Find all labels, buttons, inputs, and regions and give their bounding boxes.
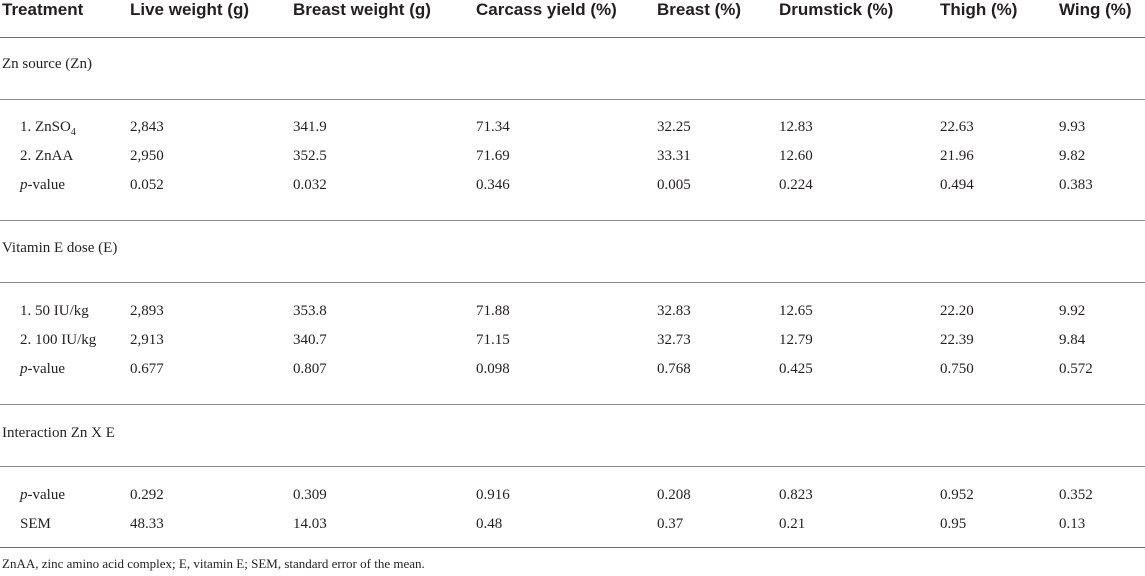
section-title-zn-source: Zn source (Zn) [2,56,92,72]
cell-drumstick: 0.823 [779,487,813,503]
cell-breast-weight: 353.8 [293,303,327,319]
cell-live-weight: 48.33 [130,516,164,532]
table-row: SEM 48.33 14.03 0.48 0.37 0.21 0.95 0.13 [0,515,1145,535]
cell-breast-pct: 0.005 [657,177,691,193]
row-label: SEM [20,516,51,532]
cell-breast-weight: 0.807 [293,361,327,377]
header-breast-pct: Breast (%) [657,0,742,19]
cell-breast-weight: 352.5 [293,148,327,164]
cell-thigh: 0.952 [940,487,974,503]
cell-thigh: 0.494 [940,177,974,193]
cell-drumstick: 12.83 [779,119,813,135]
cell-live-weight: 2,950 [130,148,164,164]
cell-thigh: 0.750 [940,361,974,377]
table-row: p-value 0.677 0.807 0.098 0.768 0.425 0.… [0,360,1145,380]
section-title-vitamin-e: Vitamin E dose (E) [2,240,118,256]
section-rule-interaction [0,466,1145,467]
cell-breast-weight: 14.03 [293,516,327,532]
cell-breast-weight: 340.7 [293,332,327,348]
section-title-interaction: Interaction Zn X E [2,425,115,441]
cell-carcass-yield: 71.34 [476,119,510,135]
cell-breast-pct: 32.25 [657,119,691,135]
cell-drumstick: 0.224 [779,177,813,193]
cell-live-weight: 0.292 [130,487,164,503]
header-breast-weight: Breast weight (g) [293,0,431,19]
cell-wing: 0.13 [1059,516,1086,532]
header-carcass-yield: Carcass yield (%) [476,0,617,19]
cell-drumstick: 12.65 [779,303,813,319]
table-row: 1. ZnSO4 2,843 341.9 71.34 32.25 12.83 2… [0,118,1145,138]
cell-breast-pct: 32.73 [657,332,691,348]
cell-thigh: 22.20 [940,303,974,319]
cell-drumstick: 12.79 [779,332,813,348]
cell-breast-weight: 0.032 [293,177,327,193]
cell-drumstick: 0.21 [779,516,806,532]
cell-wing: 9.92 [1059,303,1086,319]
cell-breast-weight: 341.9 [293,119,327,135]
row-label: p-value [20,177,65,193]
cell-breast-pct: 0.208 [657,487,691,503]
header-treatment: Treatment [2,0,84,19]
cell-live-weight: 0.677 [130,361,164,377]
header-live-weight: Live weight (g) [130,0,249,19]
cell-carcass-yield: 0.48 [476,516,503,532]
cell-carcass-yield: 71.88 [476,303,510,319]
cell-wing: 9.93 [1059,119,1086,135]
section-rule-end-zn [0,220,1145,221]
cell-wing: 9.84 [1059,332,1086,348]
cell-carcass-yield: 0.916 [476,487,510,503]
row-label: p-value [20,487,65,503]
row-label: 2. ZnAA [20,148,74,164]
header-drumstick: Drumstick (%) [779,0,894,19]
cell-thigh: 22.39 [940,332,974,348]
header-rule [0,37,1145,38]
table-row: p-value 0.292 0.309 0.916 0.208 0.823 0.… [0,486,1145,506]
cell-thigh: 21.96 [940,148,974,164]
cell-live-weight: 2,893 [130,303,164,319]
table-row: 2. 100 IU/kg 2,913 340.7 71.15 32.73 12.… [0,331,1145,351]
cell-breast-pct: 0.768 [657,361,691,377]
header-thigh: Thigh (%) [940,0,1018,19]
table-header: Treatment Live weight (g) Breast weight … [0,0,1145,36]
cell-thigh: 0.95 [940,516,967,532]
cell-drumstick: 12.60 [779,148,813,164]
cell-live-weight: 2,913 [130,332,164,348]
cell-wing: 9.82 [1059,148,1086,164]
row-label: 1. ZnSO4 [20,119,76,138]
cell-breast-weight: 0.309 [293,487,327,503]
header-wing: Wing (%) [1059,0,1132,19]
cell-breast-pct: 33.31 [657,148,691,164]
cell-carcass-yield: 71.69 [476,148,510,164]
cell-drumstick: 0.425 [779,361,813,377]
table-row: p-value 0.052 0.032 0.346 0.005 0.224 0.… [0,176,1145,196]
table-row: 2. ZnAA 2,950 352.5 71.69 33.31 12.60 21… [0,147,1145,167]
section-rule-end-vitamin-e [0,404,1145,405]
row-label: 2. 100 IU/kg [20,332,97,348]
cell-live-weight: 0.052 [130,177,164,193]
row-label: p-value [20,361,65,377]
table-row: 1. 50 IU/kg 2,893 353.8 71.88 32.83 12.6… [0,302,1145,322]
cell-carcass-yield: 0.346 [476,177,510,193]
cell-wing: 0.352 [1059,487,1093,503]
table-footnote: ZnAA, zinc amino acid complex; E, vitami… [2,556,425,571]
cell-thigh: 22.63 [940,119,974,135]
cell-live-weight: 2,843 [130,119,164,135]
row-label: 1. 50 IU/kg [20,303,89,319]
cell-breast-pct: 0.37 [657,516,684,532]
cell-carcass-yield: 71.15 [476,332,510,348]
table-bottom-rule [0,547,1145,548]
cell-wing: 0.383 [1059,177,1093,193]
cell-wing: 0.572 [1059,361,1093,377]
cell-breast-pct: 32.83 [657,303,691,319]
section-rule-zn-source [0,99,1145,100]
section-rule-vitamin-e [0,282,1145,283]
cell-carcass-yield: 0.098 [476,361,510,377]
